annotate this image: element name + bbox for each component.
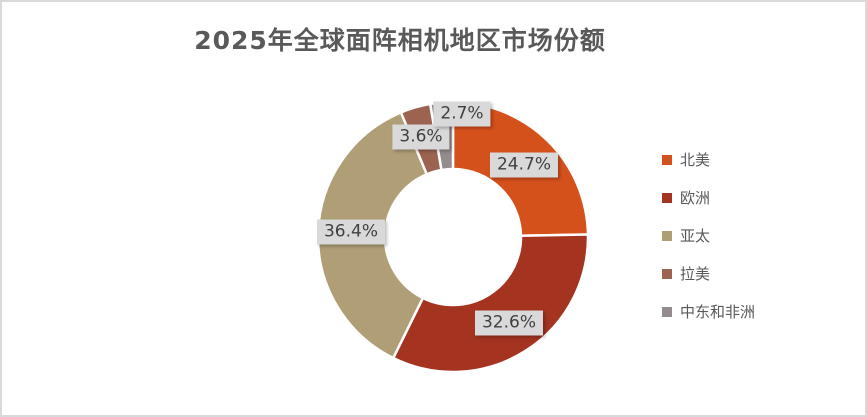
legend-label-north-america: 北美	[680, 151, 711, 169]
legend-label-asia-pacific: 亚太	[680, 227, 711, 245]
legend-label-mea: 中东和非洲	[680, 303, 756, 321]
legend-swatch-latin-america-icon	[662, 269, 672, 279]
legend-item-north-america: 北美	[662, 152, 755, 168]
legend-item-asia-pacific: 亚太	[662, 228, 755, 244]
legend-label-europe: 欧洲	[680, 189, 711, 207]
legend-item-latin-america: 拉美	[662, 266, 755, 282]
data-label-europe: 32.6%	[474, 310, 544, 336]
data-label-north-america: 24.7%	[489, 152, 559, 178]
legend-item-europe: 欧洲	[662, 190, 755, 206]
chart-title: 2025年全球面阵相机地区市场份额	[194, 26, 606, 55]
data-label-latin-america: 3.6%	[392, 124, 450, 150]
legend: 北美 欧洲 亚太 拉美 中东和非洲	[662, 152, 755, 320]
legend-label-latin-america: 拉美	[680, 265, 711, 283]
legend-swatch-asia-pacific-icon	[662, 231, 672, 241]
legend-swatch-europe-icon	[662, 193, 672, 203]
legend-item-mea: 中东和非洲	[662, 304, 755, 320]
data-label-asia-pacific: 36.4%	[316, 219, 386, 245]
donut-slice-1	[391, 233, 590, 374]
legend-swatch-north-america-icon	[662, 155, 672, 165]
legend-swatch-mea-icon	[662, 307, 672, 317]
data-label-mea: 2.7%	[433, 101, 491, 127]
